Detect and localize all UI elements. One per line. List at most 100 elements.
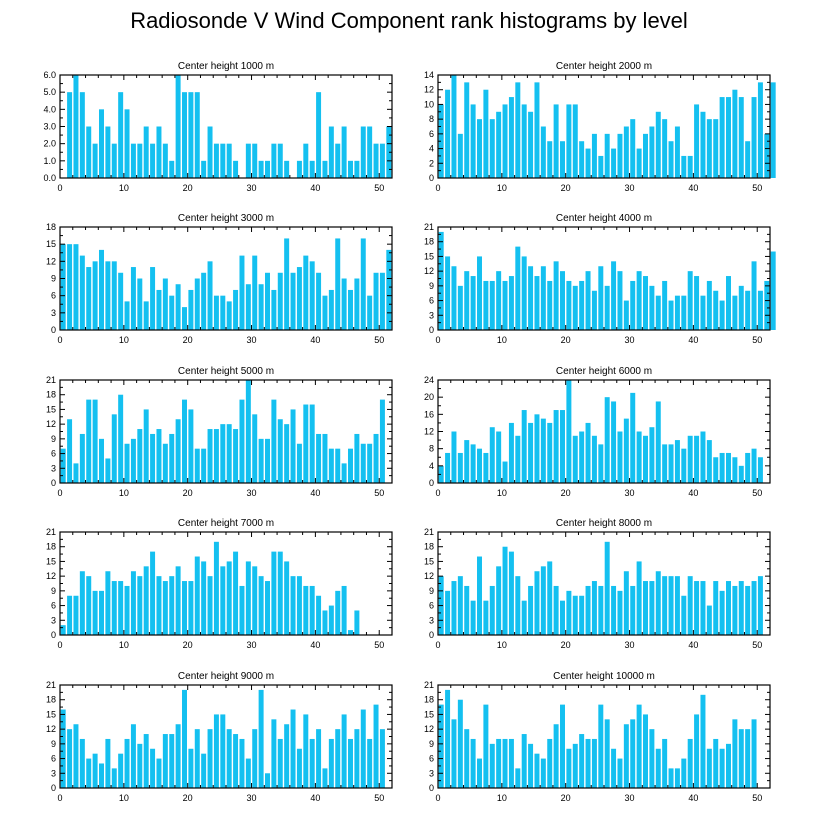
x-tick-label: 50: [374, 183, 384, 193]
histogram-bar: [713, 581, 719, 635]
histogram-bar: [706, 605, 712, 635]
histogram-panel: Center height 9000 m 0 10 20 30 40 50 0 3 6 9 12 15 1…: [46, 671, 393, 803]
histogram-bar: [643, 435, 648, 483]
histogram-bar: [67, 595, 73, 635]
histogram-bar: [719, 97, 725, 178]
histogram-bar: [489, 280, 495, 330]
x-tick-label: 20: [183, 488, 193, 498]
y-tick-label: 4.0: [43, 104, 56, 114]
histogram-bar: [118, 92, 124, 178]
y-tick-label: 15: [424, 556, 434, 566]
histogram-bar: [502, 546, 508, 635]
histogram-bar: [649, 285, 655, 330]
y-tick-label: 12: [424, 427, 434, 437]
histogram-bar: [515, 435, 521, 483]
y-tick-label: 0: [51, 783, 56, 793]
histogram-bar: [623, 126, 629, 178]
histogram-bar: [623, 724, 629, 788]
x-tick-label: 50: [752, 640, 762, 650]
histogram-bar: [604, 285, 610, 330]
histogram-bar: [188, 92, 194, 178]
y-tick-label: 3: [51, 768, 56, 778]
histogram-bar: [303, 714, 309, 788]
histogram-bar: [379, 272, 385, 330]
histogram-bar: [348, 738, 353, 788]
histogram-bar: [360, 126, 366, 178]
histogram-bar: [379, 399, 385, 483]
histogram-bar: [284, 724, 290, 788]
histogram-bar: [585, 585, 591, 635]
histogram-bar: [258, 284, 264, 330]
histogram-bar: [143, 409, 149, 483]
histogram-bar: [719, 452, 725, 483]
x-tick-label: 30: [247, 640, 257, 650]
histogram-bar: [502, 104, 508, 178]
histogram-bar: [105, 261, 111, 330]
histogram-bar: [553, 104, 559, 178]
histogram-bar: [137, 576, 143, 635]
histogram-panel: Center height 5000 m 0 10 20 30 40 50 0 3 6 9 12 15 1…: [46, 366, 393, 498]
histogram-bar: [169, 734, 175, 788]
histogram-bar: [457, 452, 463, 483]
x-tick-label: 40: [310, 640, 320, 650]
histogram-bar: [99, 590, 104, 635]
y-tick-label: 3: [51, 308, 56, 318]
histogram-bar: [617, 133, 623, 178]
histogram-bar: [265, 438, 270, 483]
histogram-bar: [751, 581, 757, 635]
histogram-bar: [655, 295, 661, 330]
histogram-bar: [201, 753, 207, 788]
histogram-bar: [700, 431, 706, 483]
histogram-bar: [636, 431, 642, 483]
histogram-bar: [92, 143, 98, 178]
histogram-bar: [770, 82, 776, 178]
x-tick-label: 20: [561, 335, 571, 345]
histogram-bar: [566, 280, 572, 330]
histogram-bar: [60, 625, 66, 635]
histogram-bar: [649, 729, 655, 788]
histogram-bar: [687, 738, 693, 788]
histogram-bar: [220, 714, 226, 788]
y-tick-label: 9: [429, 586, 434, 596]
histogram-bar: [277, 143, 283, 178]
x-tick-label: 0: [435, 488, 440, 498]
histogram-panel: Center height 2000 m 0 10 20 30 40 50 0 2 4 6 8 10 12…: [424, 61, 776, 193]
x-tick-label: 10: [119, 640, 129, 650]
histogram-bar: [239, 585, 245, 635]
histogram-bar: [316, 433, 322, 483]
histogram-bar: [322, 610, 328, 635]
histogram-bar: [143, 734, 149, 788]
y-tick-label: 10: [424, 99, 434, 109]
x-tick-label: 30: [625, 793, 635, 803]
x-tick-label: 20: [183, 335, 193, 345]
histogram-bar: [662, 738, 668, 788]
histogram-bar: [156, 429, 162, 483]
histogram-bar: [271, 551, 277, 635]
histogram-bar: [579, 280, 585, 330]
histogram-bar: [445, 689, 451, 788]
histogram-bar: [547, 561, 553, 635]
histogram-bar: [611, 401, 617, 483]
histogram-bar: [451, 431, 457, 483]
histogram-bar: [296, 267, 302, 330]
histogram-bar: [277, 419, 283, 483]
y-tick-label: 9: [429, 739, 434, 749]
histogram-bar: [560, 141, 565, 178]
histogram-bar: [201, 160, 207, 178]
histogram-bar: [611, 748, 617, 788]
histogram-panel: Center height 7000 m 0 10 20 30 40 50 0 3 6 9 12 15 1…: [46, 518, 393, 650]
y-tick-label: 9: [429, 281, 434, 291]
histogram-bar: [316, 595, 322, 635]
histogram-bar: [150, 748, 156, 788]
histogram-bar: [118, 753, 124, 788]
histogram-bar: [303, 255, 309, 330]
histogram-bar: [662, 576, 668, 635]
histogram-bar: [572, 743, 578, 788]
histogram-bar: [457, 285, 463, 330]
y-tick-label: 3: [429, 310, 434, 320]
histogram-bar: [611, 261, 617, 330]
histogram-bar: [124, 109, 130, 178]
histogram-bar: [687, 576, 693, 635]
histogram-bar: [226, 143, 232, 178]
histogram-bar: [220, 143, 226, 178]
